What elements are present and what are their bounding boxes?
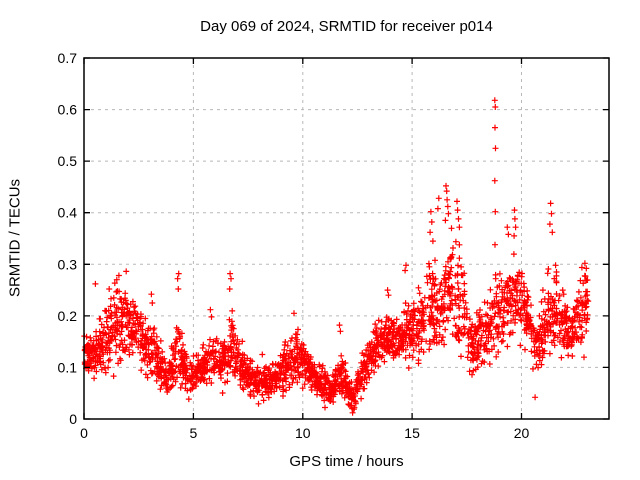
y-tick-label: 0.5 — [58, 153, 78, 169]
y-tick-label: 0 — [69, 411, 77, 427]
y-tick-label: 0.3 — [58, 256, 78, 272]
tick-marks — [83, 57, 609, 420]
y-tick-label: 0.2 — [58, 308, 78, 324]
chart-title: Day 069 of 2024, SRMTID for receiver p01… — [200, 18, 493, 35]
scatter-points — [81, 97, 592, 416]
y-tick-label: 0.4 — [58, 205, 78, 221]
x-tick-label: 10 — [295, 425, 311, 441]
plot-border — [83, 57, 610, 420]
y-tick-label: 0.1 — [58, 359, 78, 375]
x-tick-label: 20 — [514, 425, 530, 441]
x-tick-label: 0 — [80, 425, 88, 441]
x-tick-label: 5 — [190, 425, 198, 441]
x-tick-label: 15 — [404, 425, 420, 441]
x-axis-label: GPS time / hours — [289, 453, 404, 470]
y-tick-label: 0.6 — [58, 102, 78, 118]
y-tick-label: 0.7 — [58, 50, 78, 66]
